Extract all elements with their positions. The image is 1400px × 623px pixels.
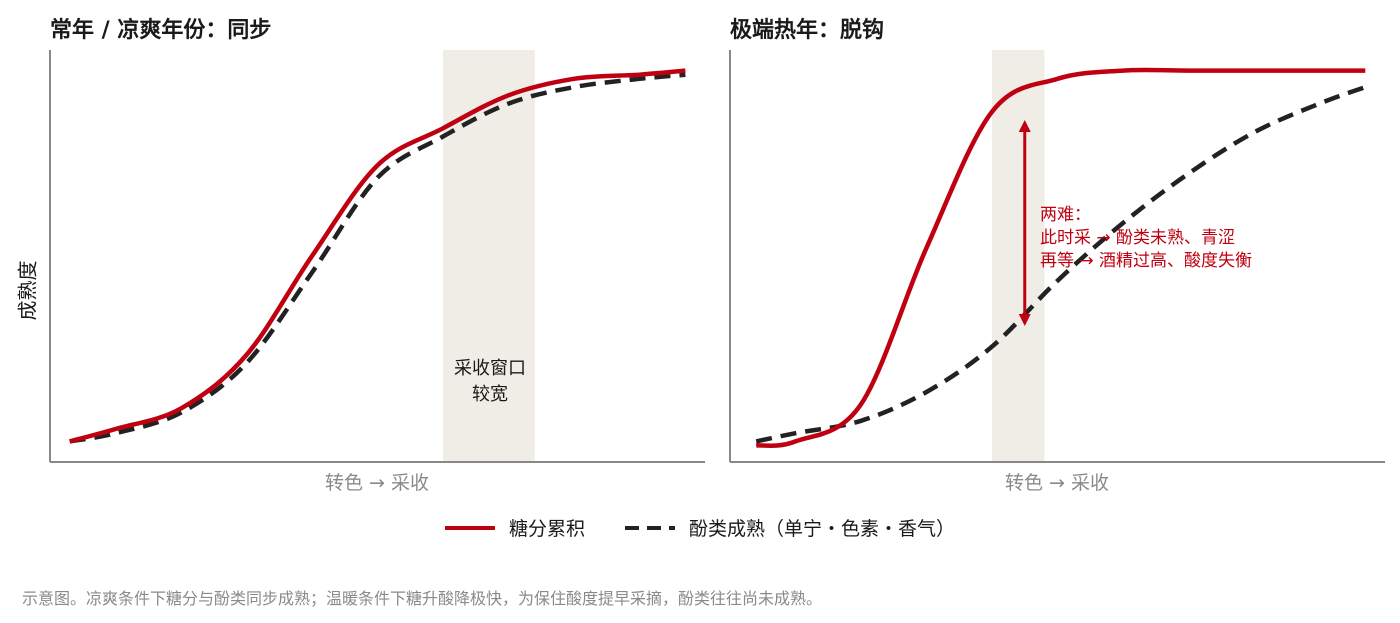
legend-item-sugar: 糖分累积 [444,514,585,541]
panel-left-plot [49,50,705,463]
legend-label-sugar: 糖分累积 [508,518,585,540]
right-x-axis-label: 转色 → 采收 [1005,472,1109,494]
harvest-window-note-line-2: 较宽 [472,384,508,405]
harvest-window-band-right [992,50,1045,462]
harvest-window-note-line-1: 采收窗口 [454,358,526,379]
panel-right-plot [729,50,1385,463]
legend-label-phenolic: 酚类成熟（单宁・色素・香气） [689,518,956,540]
sugar-line-right [755,67,1366,449]
dilemma-line-3: 再等 → 酒精过高、酸度失衡 [1040,251,1253,271]
figure-caption: 示意图。凉爽条件下糖分与酚类同步成熟；温暖条件下糖升酸降极快，为保住酸度提早采摘… [22,589,823,608]
left-panel-title: 常年 / 凉爽年份：同步 [50,18,272,43]
sugar-line-left [69,68,686,444]
dilemma-arrow-head-down [1018,314,1031,327]
phenolic-line-left [69,72,686,444]
y-axis-label-container: 成熟度 [8,230,44,350]
right-panel-title: 极端热年：脱钩 [730,18,885,43]
harvest-window-note: 采收窗口 较宽 [430,356,550,408]
y-axis-label: 成熟度 [15,260,40,320]
legend-swatch-dashed-line [625,521,675,535]
dilemma-line-2: 此时采 → 酚类未熟、青涩 [1040,228,1236,248]
legend-item-phenolic: 酚类成熟（单宁・色素・香气） [625,514,955,541]
dilemma-line-1: 两难： [1040,205,1091,225]
legend-swatch-solid-line [444,521,495,535]
legend: 糖分累积 酚类成熟（单宁・色素・香气） [0,514,1400,541]
dilemma-arrow-head-up [1018,120,1031,133]
phenolic-line-right [755,84,1367,444]
left-x-axis-label: 转色 → 采收 [325,472,429,494]
dilemma-annotation: 两难： 此时采 → 酚类未熟、青涩 再等 → 酒精过高、酸度失衡 [1040,204,1380,273]
